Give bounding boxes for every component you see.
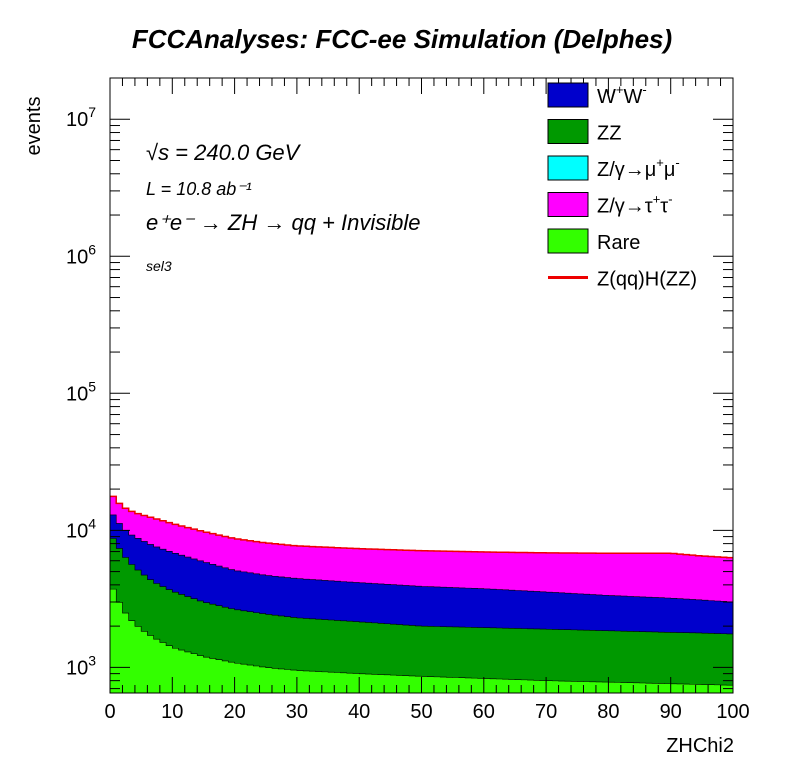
annotations: √s = 240.0 GeV L = 10.8 ab⁻¹ e⁺e⁻ → ZH →… bbox=[146, 140, 421, 274]
x-tick-label: 30 bbox=[286, 701, 308, 723]
legend-label: Z/γ→μ+μ- bbox=[597, 155, 680, 181]
area-rare bbox=[109, 588, 734, 694]
area-zz bbox=[109, 538, 734, 694]
x-axis-ticks: 0 10 20 30 40 50 60 70 80 90 100 bbox=[104, 78, 750, 723]
y-tick-label: 104 bbox=[66, 515, 96, 542]
x-tick-label: 20 bbox=[223, 701, 245, 723]
legend-swatch bbox=[547, 82, 589, 108]
x-tick-label: 40 bbox=[348, 701, 370, 723]
line-zqq-hzz bbox=[110, 495, 733, 559]
x-tick-label: 90 bbox=[660, 701, 682, 723]
legend-label: Rare bbox=[597, 232, 640, 254]
y-axis-label: events bbox=[23, 97, 45, 156]
x-tick-label: 50 bbox=[410, 701, 432, 723]
annotation-selection: sel3 bbox=[146, 258, 172, 274]
x-axis-label: ZHChi2 bbox=[666, 735, 734, 757]
y-tick-label: 103 bbox=[66, 652, 96, 679]
chart-title: FCCAnalyses: FCC-ee Simulation (Delphes) bbox=[132, 24, 672, 54]
x-tick-label: 80 bbox=[597, 701, 619, 723]
x-tick-label: 60 bbox=[473, 701, 495, 723]
stack-areas bbox=[109, 495, 734, 694]
annotation-lumi: L = 10.8 ab⁻¹ bbox=[146, 179, 252, 199]
x-tick-label: 100 bbox=[716, 701, 749, 723]
annotation-sqrt-s: √s = 240.0 GeV bbox=[146, 140, 302, 165]
legend-label: Z(qq)H(ZZ) bbox=[597, 269, 697, 291]
x-tick-label: 70 bbox=[535, 701, 557, 723]
legend-swatch bbox=[547, 192, 589, 217]
y-tick-label: 105 bbox=[66, 378, 96, 405]
legend-swatch bbox=[547, 119, 589, 144]
legend-label: W+W- bbox=[597, 82, 647, 108]
annotation-process: e⁺e⁻ → ZH → qq + Invisible bbox=[146, 210, 421, 235]
legend-label: Z/γ→τ+τ- bbox=[597, 192, 673, 218]
y-tick-label: 107 bbox=[66, 104, 96, 131]
legend-swatch bbox=[547, 155, 589, 181]
y-tick-label: 106 bbox=[66, 241, 96, 268]
legend-swatch bbox=[547, 228, 589, 254]
legend-label: ZZ bbox=[597, 123, 621, 145]
x-tick-label: 10 bbox=[161, 701, 183, 723]
legend: W+W- ZZ Z/γ→μ+μ- Z/γ→τ+τ- Rare Z(qq)H(ZZ) bbox=[547, 82, 697, 291]
x-tick-label: 0 bbox=[104, 701, 115, 723]
